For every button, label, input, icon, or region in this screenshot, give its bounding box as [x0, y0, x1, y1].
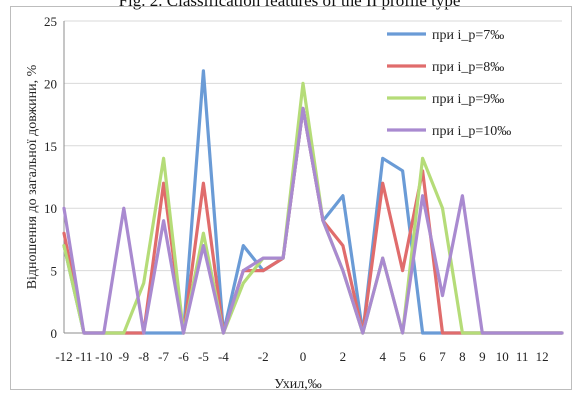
legend-label: при і_р=8‰	[432, 60, 504, 75]
x-tick-label: -10	[95, 349, 112, 364]
x-tick-label: -9	[118, 349, 129, 364]
x-tick-label: 11	[516, 349, 529, 364]
figure-caption: Fig. 2. Classification features of the I…	[118, 0, 461, 10]
legend: при і_р=7‰ при і_р=8‰ при і_р=9‰ при і_р=10…	[387, 28, 511, 139]
x-tick-label: -4	[218, 349, 229, 364]
legend-label: при і_р=9‰	[432, 92, 504, 107]
y-tick-label: 25	[44, 14, 57, 29]
y-tick-label: 0	[51, 326, 58, 341]
x-axis-title: Ухил,‰	[274, 377, 322, 392]
y-tick-label: 15	[44, 139, 57, 154]
x-tick-label: 0	[300, 349, 307, 364]
y-tick-label: 5	[51, 264, 58, 279]
series-lines	[62, 69, 564, 335]
legend-label: при і_р=10‰	[432, 124, 511, 139]
x-tick-label: 9	[479, 349, 486, 364]
x-tick-label: 6	[419, 349, 426, 364]
x-tick-label: 4	[379, 349, 386, 364]
x-tick-label: -5	[198, 349, 209, 364]
x-tick-label: 2	[340, 349, 347, 364]
series-line	[62, 106, 564, 335]
x-tick-labels: -12 -11 -10 -9 -8 -7 -6 -5 -4 -2 0 2 4 5 6 7 8 9 10 11 12	[55, 349, 548, 364]
x-tick-label: -6	[178, 349, 189, 364]
x-tick-label: 12	[536, 349, 549, 364]
y-axis-title: Відношення до загальної довжини, %	[25, 64, 40, 289]
x-tick-label: -12	[55, 349, 72, 364]
x-tick-label: 7	[439, 349, 446, 364]
x-tick-label: -2	[258, 349, 269, 364]
legend-label: при і_р=7‰	[432, 28, 504, 43]
x-tick-label: 5	[399, 349, 406, 364]
chart-frame	[10, 6, 572, 390]
x-tick-label: 10	[496, 349, 509, 364]
series-line	[62, 81, 564, 335]
x-tick-label: -7	[158, 349, 169, 364]
x-tick-label: -8	[138, 349, 149, 364]
y-tick-label: 10	[44, 201, 57, 216]
x-tick-label: 8	[459, 349, 466, 364]
x-tick-label: -11	[75, 349, 92, 364]
y-tick-label: 20	[44, 76, 57, 91]
y-tick-labels: 0 5 10 15 20 25	[44, 14, 57, 341]
